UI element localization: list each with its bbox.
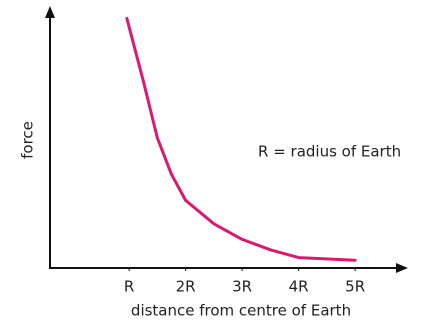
y-axis-label: force: [19, 121, 37, 159]
annotation: R = radius of Earth: [258, 143, 401, 161]
x-tick-label: 4R: [289, 278, 309, 296]
y-axis-arrow: [45, 6, 55, 18]
x-tick-label: 2R: [176, 278, 196, 296]
force-curve: [125, 16, 357, 262]
x-axis-arrow: [396, 263, 408, 273]
x-tick-label: R: [124, 278, 134, 296]
x-axis-label: distance from centre of Earth: [131, 302, 351, 320]
x-tick-label: 5R: [345, 278, 365, 296]
x-tick-label: 3R: [232, 278, 252, 296]
